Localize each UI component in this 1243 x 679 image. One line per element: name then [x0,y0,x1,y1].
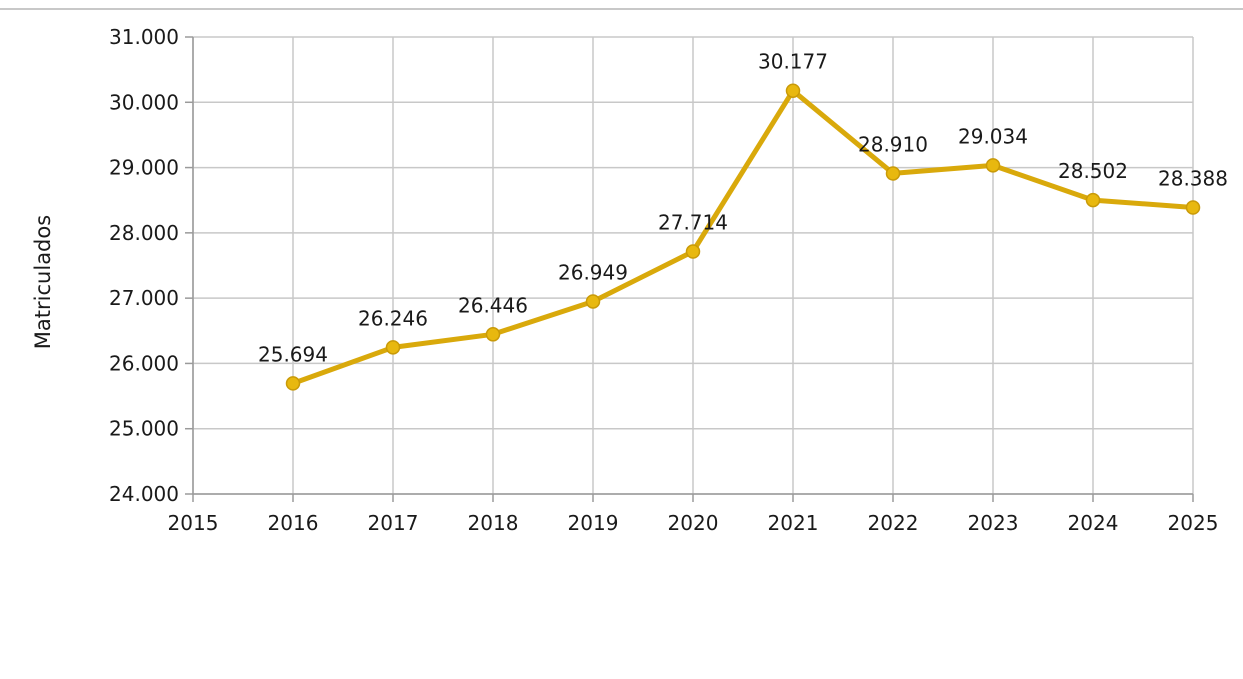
x-tick-label: 2016 [268,511,319,535]
x-tick-label: 2019 [568,511,619,535]
data-label: 30.177 [758,50,828,74]
data-point [985,158,1001,173]
x-tick-label: 2020 [668,511,719,535]
y-tick-label: 31.000 [109,25,179,49]
x-tick-label: 2023 [968,511,1019,535]
x-tick-label: 2021 [768,511,819,535]
data-label: 26.949 [558,260,628,284]
data-point [385,340,401,355]
y-tick-label: 30.000 [109,90,179,114]
data-point [1085,192,1101,208]
x-tick-label: 2017 [368,511,419,535]
data-labels: 25.694 26.246 26.446 26.949 27.714 30.177 28.9… [258,50,1228,367]
data-point [1185,200,1201,215]
data-point [585,294,601,309]
series-matriculados [285,83,1201,391]
x-tick-label: 2025 [1168,511,1219,535]
data-label: 26.446 [458,293,528,317]
grid-lines [192,36,1194,495]
data-label: 29.034 [958,124,1028,148]
x-tick-label: 2018 [468,511,519,535]
data-label: 28.502 [1058,159,1128,183]
axes: 24.000 25.000 26.000 27.000 28.000 29.000 30.0… [109,25,1218,535]
data-label: 28.388 [1158,167,1228,191]
x-tick-label: 2022 [868,511,919,535]
x-tick-label: 2015 [168,511,219,535]
y-tick-label: 26.000 [109,351,179,375]
data-label: 27.714 [658,211,728,235]
data-point [685,244,701,259]
y-axis-title: Matriculados [31,215,55,349]
y-tick-label: 25.000 [109,417,179,441]
y-tick-label: 29.000 [109,156,179,180]
data-point [885,166,901,181]
data-point [785,83,801,98]
series-line [290,88,1196,386]
data-label: 28.910 [858,132,928,156]
x-tick-label: 2024 [1068,511,1119,535]
y-tick-label: 28.000 [109,221,179,245]
top-rule [0,8,1243,10]
data-label: 26.246 [358,306,428,330]
data-point [285,376,301,391]
data-point [485,327,501,342]
data-label: 25.694 [258,342,328,366]
y-tick-label: 27.000 [109,286,179,310]
y-tick-label: 24.000 [109,482,179,506]
